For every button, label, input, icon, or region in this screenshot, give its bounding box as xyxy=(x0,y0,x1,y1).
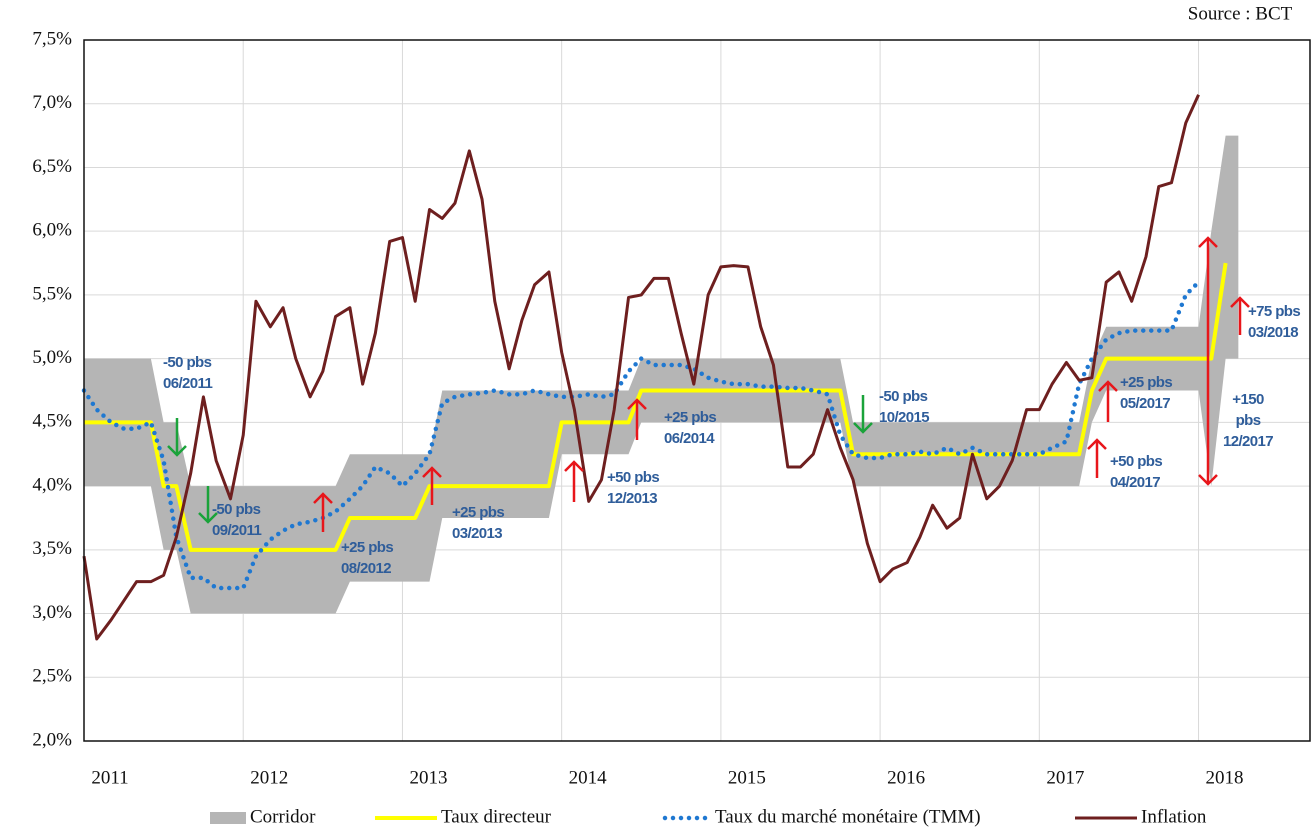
arrow-head xyxy=(627,398,647,410)
y-tick-label: 5,5% xyxy=(32,283,72,304)
x-tick-label: 2011 xyxy=(91,767,128,788)
annotation: -50 pbs xyxy=(212,501,261,518)
x-tick-label: 2014 xyxy=(569,767,608,788)
legend-label: Inflation xyxy=(1141,806,1207,827)
y-tick-label: 3,5% xyxy=(32,538,72,559)
y-tick-label: 6,5% xyxy=(32,156,72,177)
x-tick-label: 2012 xyxy=(250,767,288,788)
legend-swatch xyxy=(210,812,246,824)
series-line xyxy=(82,94,1200,641)
annotation: +25 pbs xyxy=(664,409,716,426)
y-tick-label: 5,0% xyxy=(32,347,72,368)
arrow-head xyxy=(564,460,584,472)
arrow-head xyxy=(198,512,218,524)
source: Source : BCT xyxy=(1188,3,1293,24)
arrow-head xyxy=(1098,380,1118,392)
arrow-head xyxy=(167,445,187,457)
annotation: +25 pbs xyxy=(1120,374,1172,391)
annotation: 05/2017 xyxy=(1120,395,1170,412)
y-tick-label: 6,0% xyxy=(32,220,72,241)
annotation: +25 pbs xyxy=(341,539,393,556)
x-tick-label: 2016 xyxy=(887,767,925,788)
x-tick-label: 2013 xyxy=(409,767,447,788)
y-tick-label: 7,0% xyxy=(32,92,72,113)
y-tick-label: 7,5% xyxy=(32,28,72,49)
annotation: pbs xyxy=(1236,412,1261,429)
legend-label: Corridor xyxy=(250,806,316,827)
y-tick-label: 2,5% xyxy=(32,666,72,687)
arrow-head xyxy=(422,466,442,478)
annotation: 04/2017 xyxy=(1110,474,1160,491)
arrow-head xyxy=(853,422,873,434)
arrow-head xyxy=(313,492,333,504)
x-tick-label: 2018 xyxy=(1206,767,1244,788)
arrow-head xyxy=(1198,474,1218,486)
arrow-head xyxy=(1087,438,1107,450)
annotation: +50 pbs xyxy=(607,469,659,486)
annotation: 12/2017 xyxy=(1223,433,1273,450)
y-tick-label: 3,0% xyxy=(32,602,72,623)
annotation: +25 pbs xyxy=(452,504,504,521)
y-tick-label: 2,0% xyxy=(32,729,72,750)
annotation: 10/2015 xyxy=(879,409,929,426)
annotation: 08/2012 xyxy=(341,560,391,577)
legend-label: Taux directeur xyxy=(441,806,552,827)
corridor-band xyxy=(84,135,1239,614)
annotation: +150 xyxy=(1232,391,1264,408)
series-line xyxy=(81,279,1201,591)
y-tick-label: 4,5% xyxy=(32,411,72,432)
annotation: 06/2014 xyxy=(664,430,715,447)
annotation: 03/2018 xyxy=(1248,324,1298,341)
annotation: +50 pbs xyxy=(1110,453,1162,470)
annotation: 06/2011 xyxy=(163,375,212,392)
legend-label: Taux du marché monétaire (TMM) xyxy=(715,806,981,827)
annotation: 12/2013 xyxy=(607,490,657,507)
x-tick-label: 2015 xyxy=(728,767,766,788)
annotation: +75 pbs xyxy=(1248,303,1300,320)
annotation: -50 pbs xyxy=(163,354,212,371)
annotation: 03/2013 xyxy=(452,525,502,542)
y-tick-label: 4,0% xyxy=(32,474,72,495)
annotation: -50 pbs xyxy=(879,388,928,405)
plot-frame xyxy=(83,39,1311,742)
arrow-head xyxy=(1198,236,1218,248)
arrow-head xyxy=(1230,296,1250,308)
annotation: 09/2011 xyxy=(212,522,261,539)
x-tick-label: 2017 xyxy=(1046,767,1084,788)
